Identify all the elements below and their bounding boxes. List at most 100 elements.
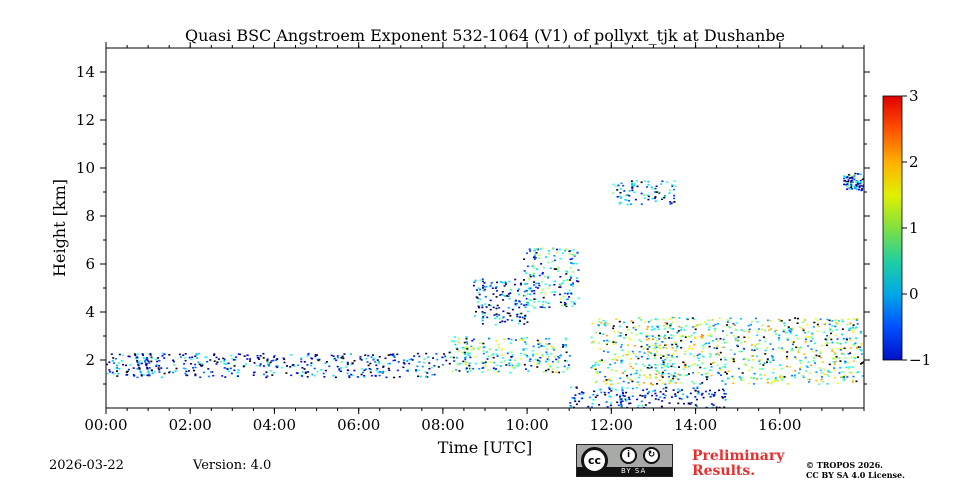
- y-tick-label: 14: [76, 63, 95, 81]
- data-point: [527, 370, 530, 372]
- data-point: [714, 330, 716, 332]
- data-point: [526, 354, 529, 357]
- data-point: [567, 364, 570, 366]
- data-point: [496, 364, 499, 366]
- data-point: [307, 352, 310, 355]
- data-point: [599, 371, 601, 373]
- data-point: [851, 327, 853, 330]
- data-point: [625, 354, 628, 356]
- data-point: [162, 352, 165, 355]
- data-point: [613, 341, 616, 343]
- data-point: [463, 348, 466, 350]
- data-point: [425, 376, 427, 378]
- data-point: [758, 363, 761, 365]
- data-point: [833, 376, 836, 379]
- data-point: [313, 374, 316, 377]
- data-point: [529, 287, 532, 289]
- data-point: [828, 363, 831, 366]
- data-point: [818, 383, 821, 385]
- data-point: [544, 283, 547, 286]
- data-point: [564, 249, 567, 252]
- data-point: [594, 361, 597, 364]
- data-point: [345, 366, 348, 368]
- data-point: [620, 360, 623, 362]
- data-point: [622, 354, 625, 357]
- data-point: [794, 356, 797, 358]
- data-point: [457, 342, 460, 344]
- data-point: [185, 374, 188, 376]
- data-point: [477, 348, 480, 351]
- data-point: [233, 369, 236, 372]
- data-point: [630, 332, 633, 334]
- data-point: [559, 276, 562, 278]
- data-point: [489, 304, 492, 307]
- data-point: [206, 360, 209, 363]
- colorbar-tick-label: 0: [909, 285, 919, 303]
- data-point: [604, 393, 607, 396]
- data-point: [804, 319, 806, 321]
- data-point: [539, 356, 542, 359]
- data-point: [723, 406, 726, 408]
- data-point: [336, 365, 339, 368]
- data-point: [811, 332, 814, 335]
- data-point: [631, 189, 634, 192]
- data-point: [846, 183, 849, 185]
- data-point: [547, 337, 550, 340]
- data-point: [756, 321, 759, 323]
- data-point: [559, 293, 561, 296]
- data-point: [710, 366, 713, 368]
- data-point: [824, 338, 827, 340]
- data-point: [734, 329, 737, 331]
- data-point: [816, 319, 819, 322]
- data-point: [710, 374, 713, 377]
- data-point: [501, 293, 504, 296]
- data-point: [668, 376, 670, 378]
- data-point: [314, 355, 317, 358]
- data-point: [293, 365, 296, 367]
- data-point: [495, 353, 498, 356]
- data-point: [459, 362, 461, 365]
- data-point: [592, 399, 595, 401]
- data-point: [739, 318, 742, 320]
- data-point: [508, 312, 511, 315]
- data-point: [607, 378, 610, 381]
- data-point: [861, 188, 864, 190]
- data-point: [755, 343, 758, 346]
- data-point: [658, 371, 661, 373]
- data-point: [266, 358, 269, 361]
- data-point: [820, 378, 823, 381]
- data-point: [471, 347, 474, 349]
- data-point: [529, 250, 532, 252]
- data-point: [849, 187, 852, 190]
- data-point: [654, 389, 657, 392]
- data-point: [661, 341, 664, 343]
- data-point: [486, 358, 489, 360]
- data-point: [714, 323, 717, 326]
- data-point: [660, 405, 663, 408]
- data-point: [217, 358, 220, 360]
- data-point: [817, 325, 820, 328]
- data-point: [674, 349, 677, 352]
- data-point: [671, 185, 674, 187]
- data-point: [650, 366, 653, 369]
- data-point: [385, 376, 388, 379]
- data-point: [225, 363, 228, 365]
- data-point: [475, 289, 478, 291]
- data-point: [465, 368, 468, 371]
- data-point: [510, 289, 512, 291]
- data-point: [714, 391, 717, 394]
- data-point: [190, 358, 193, 361]
- data-point: [603, 323, 606, 326]
- x-tick-label: 00:00: [84, 416, 127, 434]
- data-point: [743, 330, 745, 332]
- data-point: [502, 316, 505, 319]
- data-point: [534, 358, 537, 361]
- data-point: [272, 371, 275, 374]
- data-point: [770, 355, 773, 357]
- data-point: [504, 295, 507, 297]
- data-point: [690, 402, 693, 404]
- data-point: [387, 354, 390, 356]
- data-point: [548, 306, 551, 308]
- data-point: [386, 362, 389, 365]
- data-point: [668, 192, 671, 194]
